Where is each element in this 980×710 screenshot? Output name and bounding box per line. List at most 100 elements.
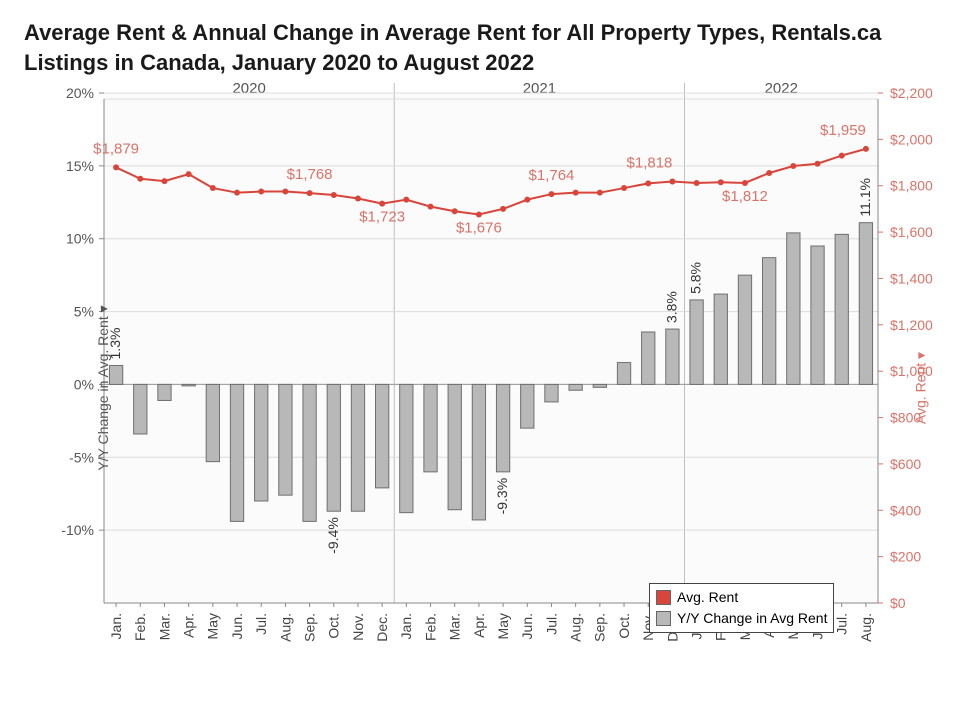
svg-text:Oct.: Oct. bbox=[616, 613, 632, 639]
line-marker bbox=[113, 165, 119, 171]
svg-text:Apr.: Apr. bbox=[181, 613, 197, 638]
line-marker bbox=[161, 178, 167, 184]
bar bbox=[593, 385, 606, 388]
bar bbox=[376, 385, 389, 488]
line-marker bbox=[500, 206, 506, 212]
line-marker bbox=[186, 172, 192, 178]
svg-text:Nov.: Nov. bbox=[350, 613, 366, 641]
svg-text:Mar.: Mar. bbox=[447, 613, 463, 640]
svg-text:$1,676: $1,676 bbox=[456, 220, 502, 237]
bar bbox=[545, 385, 558, 402]
svg-text:2021: 2021 bbox=[523, 83, 556, 97]
svg-text:0%: 0% bbox=[74, 377, 94, 393]
svg-text:Sep.: Sep. bbox=[301, 613, 317, 642]
bar bbox=[230, 385, 243, 522]
svg-text:Jun.: Jun. bbox=[519, 613, 535, 639]
svg-text:Feb.: Feb. bbox=[132, 613, 148, 641]
legend-label: Y/Y Change in Avg Rent bbox=[677, 608, 827, 629]
svg-text:Jan.: Jan. bbox=[108, 613, 124, 639]
svg-text:Apr.: Apr. bbox=[471, 613, 487, 638]
bar bbox=[738, 276, 751, 385]
svg-text:Aug.: Aug. bbox=[568, 613, 584, 642]
line-marker bbox=[258, 189, 264, 195]
line-marker bbox=[452, 209, 458, 215]
line-marker bbox=[307, 191, 313, 197]
line-marker bbox=[766, 170, 772, 176]
bar bbox=[255, 385, 268, 502]
bar bbox=[400, 385, 413, 513]
svg-text:May: May bbox=[495, 613, 511, 639]
bar bbox=[835, 235, 848, 385]
svg-text:$1,800: $1,800 bbox=[890, 178, 933, 194]
bar bbox=[424, 385, 437, 472]
line-marker bbox=[839, 153, 845, 159]
svg-text:Jul.: Jul. bbox=[834, 613, 850, 635]
svg-text:$200: $200 bbox=[890, 549, 921, 565]
bar bbox=[351, 385, 364, 512]
svg-text:$1,879: $1,879 bbox=[93, 141, 139, 158]
line-marker bbox=[403, 197, 409, 203]
line-marker bbox=[573, 190, 579, 196]
svg-text:-5%: -5% bbox=[69, 450, 94, 466]
svg-text:10%: 10% bbox=[66, 231, 94, 247]
svg-text:Jul.: Jul. bbox=[543, 613, 559, 635]
svg-text:$1,764: $1,764 bbox=[529, 167, 575, 184]
svg-text:$1,812: $1,812 bbox=[722, 188, 768, 205]
line-marker bbox=[331, 192, 337, 198]
bar bbox=[763, 258, 776, 385]
svg-text:Dec.: Dec. bbox=[374, 613, 390, 642]
line-marker bbox=[621, 185, 627, 191]
line-marker bbox=[137, 176, 143, 182]
svg-text:5.8%: 5.8% bbox=[688, 262, 704, 294]
right-axis-label: Avg. Rent ▾ bbox=[912, 352, 929, 424]
svg-text:Feb.: Feb. bbox=[422, 613, 438, 641]
svg-text:3.8%: 3.8% bbox=[663, 292, 679, 324]
line-marker bbox=[645, 181, 651, 187]
bar bbox=[811, 246, 824, 384]
svg-text:$1,600: $1,600 bbox=[890, 224, 933, 240]
svg-text:$600: $600 bbox=[890, 456, 921, 472]
svg-text:$1,200: $1,200 bbox=[890, 317, 933, 333]
svg-text:Jan.: Jan. bbox=[398, 613, 414, 639]
bar bbox=[642, 332, 655, 384]
line-marker bbox=[234, 190, 240, 196]
legend: Avg. RentY/Y Change in Avg Rent bbox=[649, 583, 834, 633]
bar bbox=[787, 233, 800, 385]
line-marker bbox=[524, 197, 530, 203]
svg-text:-10%: -10% bbox=[61, 523, 94, 539]
svg-text:$2,000: $2,000 bbox=[890, 132, 933, 148]
bar bbox=[472, 385, 485, 521]
svg-text:5%: 5% bbox=[74, 304, 94, 320]
svg-text:$400: $400 bbox=[890, 503, 921, 519]
svg-text:Jun.: Jun. bbox=[229, 613, 245, 639]
bar bbox=[617, 363, 630, 385]
svg-text:20%: 20% bbox=[66, 85, 94, 101]
legend-label: Avg. Rent bbox=[677, 587, 738, 608]
svg-text:2020: 2020 bbox=[232, 83, 265, 97]
svg-text:May: May bbox=[205, 613, 221, 639]
bar bbox=[690, 300, 703, 385]
legend-item: Avg. Rent bbox=[656, 587, 827, 608]
line-marker bbox=[379, 201, 385, 207]
svg-text:-9.3%: -9.3% bbox=[494, 478, 510, 515]
line-marker bbox=[548, 191, 554, 197]
line-marker bbox=[355, 196, 361, 202]
bar bbox=[859, 223, 872, 385]
bar bbox=[666, 329, 679, 384]
legend-item: Y/Y Change in Avg Rent bbox=[656, 608, 827, 629]
bar bbox=[206, 385, 219, 462]
bar bbox=[569, 385, 582, 391]
svg-text:$1,818: $1,818 bbox=[627, 155, 673, 172]
svg-text:$0: $0 bbox=[890, 595, 906, 611]
svg-text:Aug.: Aug. bbox=[858, 613, 874, 642]
chart-container: Y/Y Change in Avg. Rent ▾ Avg. Rent ▾ 20… bbox=[24, 83, 954, 693]
svg-text:$1,768: $1,768 bbox=[287, 167, 333, 184]
line-marker bbox=[428, 204, 434, 210]
svg-text:11.1%: 11.1% bbox=[857, 178, 873, 217]
svg-text:15%: 15% bbox=[66, 158, 94, 174]
svg-text:$2,200: $2,200 bbox=[890, 85, 933, 101]
svg-text:$1,400: $1,400 bbox=[890, 271, 933, 287]
bar bbox=[279, 385, 292, 496]
line-marker bbox=[282, 189, 288, 195]
left-axis-label: Y/Y Change in Avg. Rent ▾ bbox=[95, 306, 112, 471]
